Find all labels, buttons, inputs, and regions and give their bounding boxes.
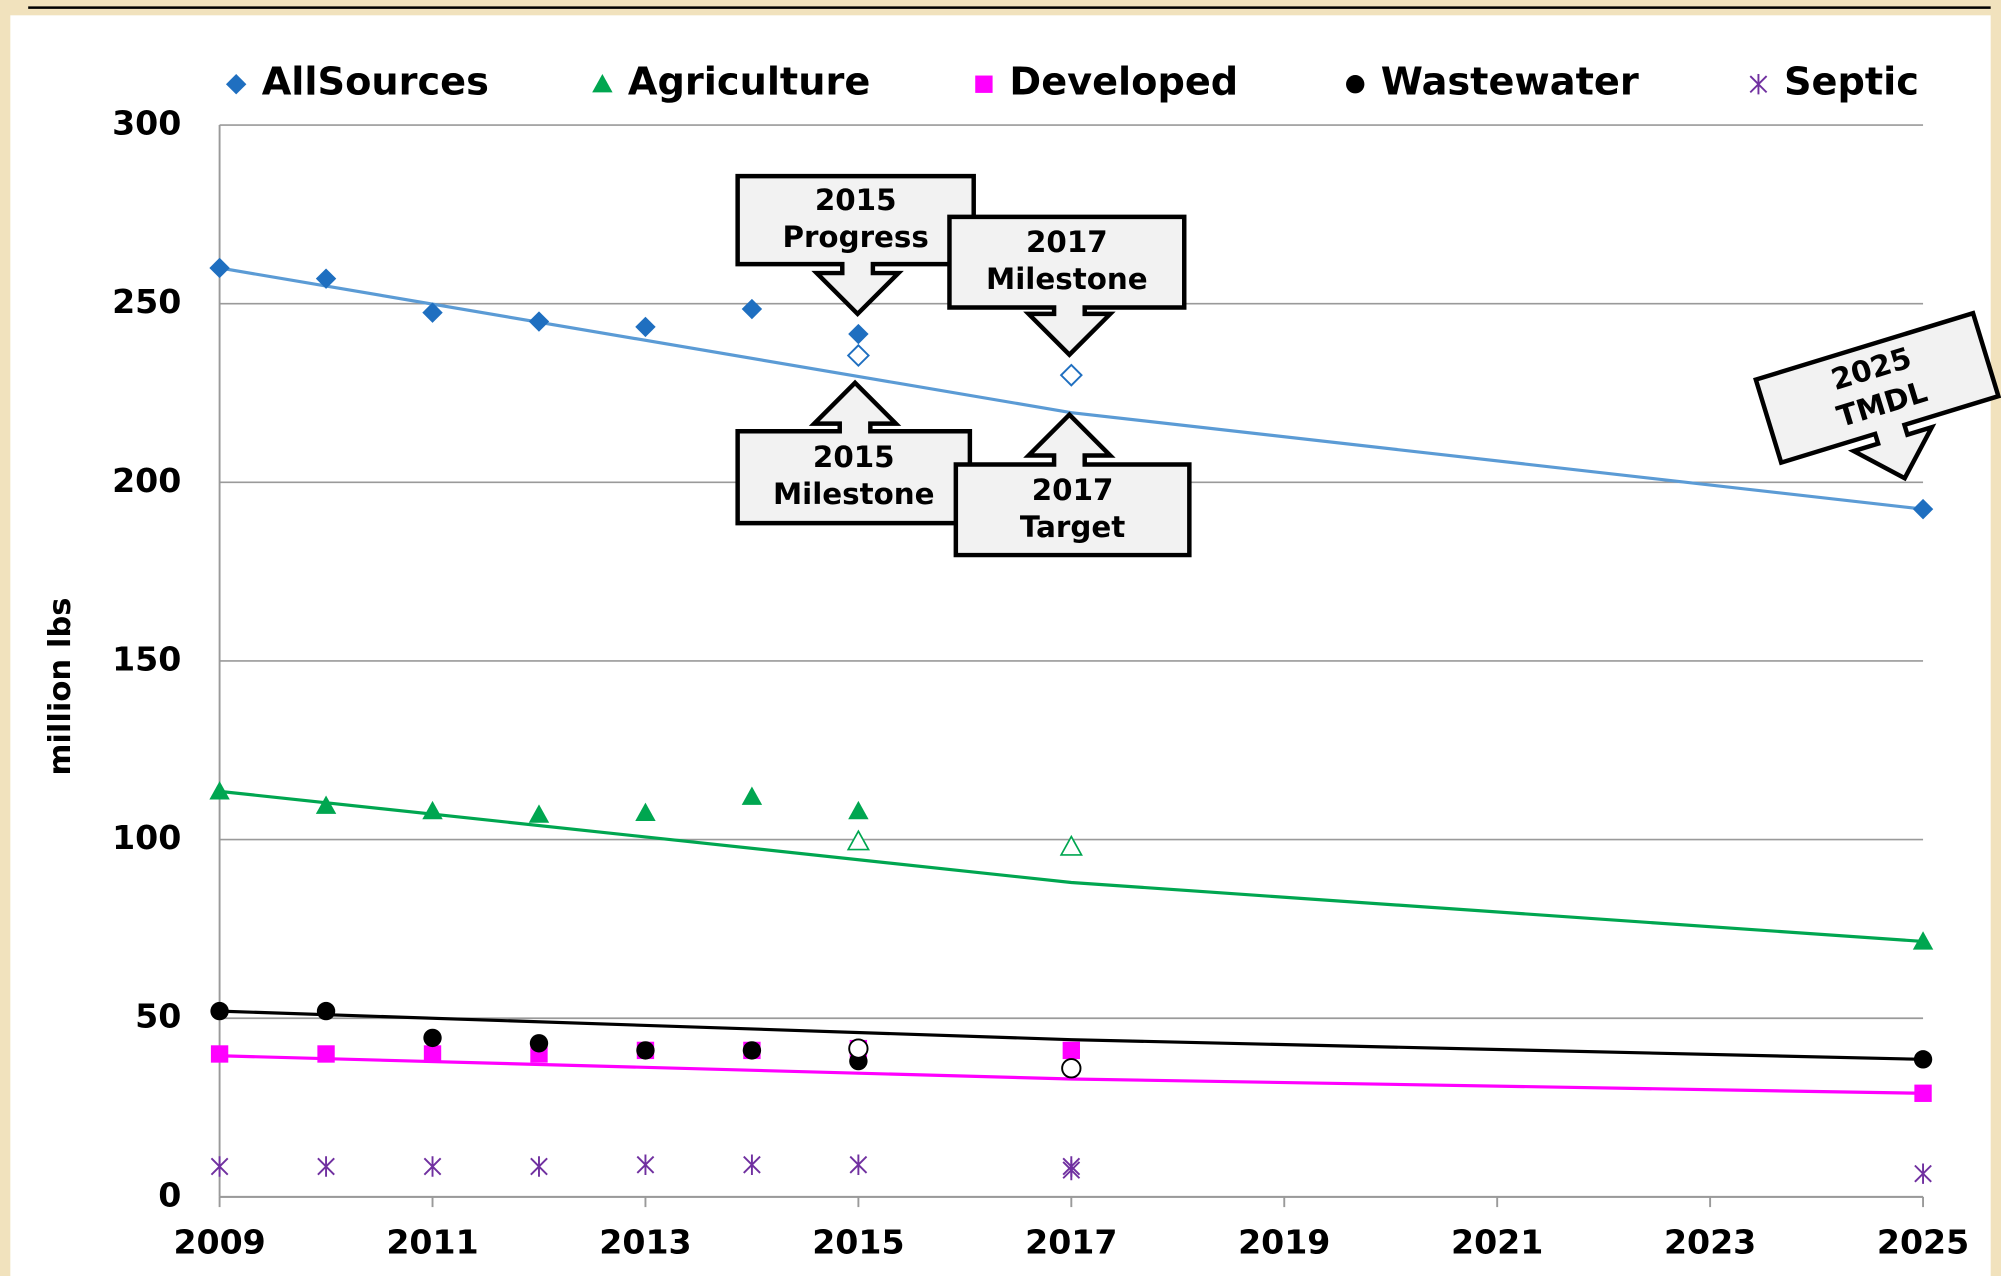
callout-shape bbox=[947, 214, 1187, 358]
data-point bbox=[316, 1001, 336, 1021]
callout-text: Target bbox=[1020, 510, 1125, 544]
x-tick-label: 2015 bbox=[812, 1223, 904, 1262]
callout-shape bbox=[1753, 310, 2001, 482]
legend-marker bbox=[975, 75, 993, 93]
trend-line bbox=[219, 266, 1924, 511]
y-tick-label: 100 bbox=[112, 818, 181, 857]
data-point bbox=[317, 1156, 335, 1177]
x-tick-label: 2017 bbox=[1025, 1223, 1117, 1262]
trend-line bbox=[219, 1054, 1924, 1095]
callout-text: Progress bbox=[782, 220, 928, 254]
callout-text: 2015 bbox=[813, 440, 895, 474]
data-point bbox=[1912, 498, 1934, 520]
data-point bbox=[210, 1001, 229, 1021]
callout-text: Milestone bbox=[986, 262, 1148, 296]
legend-label: Wastewater bbox=[1381, 60, 1639, 105]
data-point bbox=[210, 1156, 229, 1177]
y-tick-label: 200 bbox=[112, 461, 181, 500]
legend-label: Developed bbox=[1009, 60, 1238, 105]
legend-marker bbox=[1749, 74, 1768, 95]
open-point bbox=[1059, 363, 1083, 387]
data-point bbox=[423, 1156, 442, 1177]
data-point bbox=[636, 1154, 655, 1175]
x-tick-label: 2009 bbox=[173, 1223, 265, 1262]
callout-text: 2017 bbox=[1026, 225, 1108, 259]
data-point bbox=[209, 781, 230, 800]
data-point bbox=[530, 1156, 548, 1177]
y-tick-label: 300 bbox=[112, 104, 181, 143]
data-point bbox=[635, 316, 656, 338]
callout-shape bbox=[953, 411, 1192, 558]
open-point bbox=[846, 829, 871, 851]
callout-text: Milestone bbox=[773, 477, 935, 511]
legend-marker bbox=[592, 74, 613, 93]
open-point bbox=[1059, 834, 1083, 856]
trend-line bbox=[219, 789, 1924, 944]
data-point bbox=[849, 1154, 868, 1175]
data-point bbox=[1913, 1050, 1933, 1069]
data-point bbox=[741, 786, 763, 805]
data-point bbox=[742, 1041, 762, 1060]
x-tick-label: 2025 bbox=[1877, 1223, 1969, 1262]
data-point bbox=[743, 1154, 761, 1175]
data-point bbox=[1914, 1163, 1932, 1184]
data-point bbox=[422, 302, 443, 323]
legend-label: AllSources bbox=[262, 60, 489, 105]
y-tick-label: 150 bbox=[112, 639, 181, 678]
data-point bbox=[636, 1041, 655, 1060]
data-point bbox=[422, 800, 443, 820]
y-tick-label: 250 bbox=[112, 282, 181, 321]
data-point bbox=[528, 804, 550, 823]
x-tick-label: 2023 bbox=[1664, 1223, 1756, 1262]
data-point bbox=[1912, 931, 1934, 950]
data-point bbox=[210, 1045, 229, 1063]
y-tick-label: 50 bbox=[135, 997, 181, 1036]
data-point bbox=[317, 1045, 335, 1063]
plot-panel bbox=[10, 15, 1991, 1276]
legend-label: Septic bbox=[1784, 60, 1919, 105]
open-point bbox=[846, 343, 870, 368]
data-point bbox=[848, 323, 869, 345]
data-point bbox=[209, 257, 230, 279]
open-point bbox=[1061, 1058, 1082, 1079]
data-point bbox=[423, 1028, 442, 1048]
callout-shape bbox=[735, 379, 973, 526]
open-point bbox=[1062, 1156, 1081, 1177]
data-point bbox=[1914, 1084, 1932, 1102]
y-tick-label: 0 bbox=[158, 1175, 181, 1214]
data-point bbox=[848, 800, 869, 820]
callout-text: 2015 bbox=[815, 183, 897, 217]
data-point bbox=[315, 795, 337, 814]
data-point bbox=[528, 311, 550, 332]
x-tick-label: 2021 bbox=[1451, 1223, 1543, 1262]
callout-text: 2017 bbox=[1032, 473, 1114, 507]
x-tick-label: 2013 bbox=[599, 1223, 691, 1262]
data-point bbox=[423, 1045, 442, 1063]
data-point bbox=[529, 1034, 549, 1053]
x-tick-label: 2011 bbox=[386, 1223, 478, 1262]
y-axis-label: million lbs bbox=[43, 598, 78, 776]
data-point bbox=[635, 802, 656, 821]
data-point bbox=[741, 298, 763, 320]
legend-marker bbox=[1346, 75, 1365, 94]
x-tick-label: 2019 bbox=[1238, 1223, 1330, 1262]
data-point bbox=[315, 268, 337, 289]
open-point bbox=[848, 1038, 869, 1059]
data-point bbox=[1062, 1041, 1080, 1060]
trend-line bbox=[219, 1009, 1924, 1061]
legend-label: Agriculture bbox=[628, 60, 870, 105]
